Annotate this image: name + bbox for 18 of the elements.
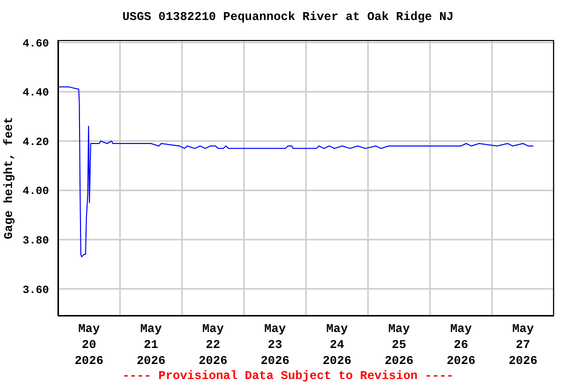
x-tick-label: May 26 2026 — [446, 322, 476, 368]
y-axis-title: Gage height, feet — [2, 116, 16, 240]
y-tick-label: 4.00 — [22, 186, 49, 198]
x-tick-label: May 21 2026 — [136, 322, 166, 368]
line-series — [58, 86, 534, 258]
y-tick-label: 4.40 — [22, 88, 49, 100]
x-tick-label: May 23 2026 — [260, 322, 290, 368]
y-tick-label: 3.60 — [22, 284, 49, 297]
y-tick-label: 3.80 — [22, 236, 49, 248]
text: ---- Provisional Data Subject to Revision ---- — [121, 369, 455, 383]
chart-title: USGS 01382210 Pequannock River at Oak Ridge NJ — [121, 10, 455, 24]
y-tick-label: 4.20 — [22, 136, 49, 149]
y-tick-label: 4.60 — [22, 38, 49, 50]
x-tick-label: May 20 2026 — [74, 322, 104, 368]
x-tick-label: May 22 2026 — [198, 322, 228, 368]
x-tick-label: May 24 2026 — [322, 322, 352, 368]
x-tick-label: May 25 2026 — [384, 322, 414, 368]
x-tick-label: May 27 2026 — [508, 322, 538, 368]
